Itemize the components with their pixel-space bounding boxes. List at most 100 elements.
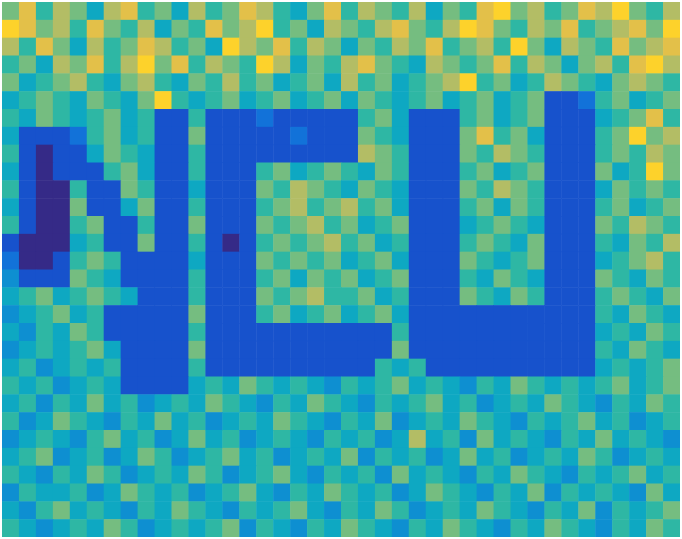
heatmap-cell: [121, 430, 138, 448]
heatmap-cell: [663, 56, 680, 74]
heatmap-cell: [121, 198, 138, 216]
heatmap-cell: [527, 109, 544, 127]
heatmap-cell: [172, 109, 189, 127]
heatmap-cell: [460, 323, 477, 341]
heatmap-cell: [256, 287, 273, 305]
heatmap-cell: [222, 359, 239, 377]
heatmap-cell: [256, 323, 273, 341]
heatmap-cell: [256, 163, 273, 181]
heatmap-cell: [70, 270, 87, 288]
heatmap-cell: [307, 305, 324, 323]
heatmap-cell: [307, 287, 324, 305]
heatmap-cell: [222, 252, 239, 270]
heatmap-cell: [443, 73, 460, 91]
heatmap-cell: [53, 519, 70, 537]
heatmap-cell: [561, 198, 578, 216]
heatmap-cell: [544, 430, 561, 448]
heatmap-cell: [629, 430, 646, 448]
heatmap-cell: [544, 109, 561, 127]
heatmap-cell: [663, 287, 680, 305]
heatmap-cell: [477, 127, 494, 145]
heatmap-cell: [392, 198, 409, 216]
heatmap-cell: [663, 234, 680, 252]
heatmap-cell: [612, 91, 629, 109]
heatmap-cell: [477, 484, 494, 502]
heatmap-cell: [53, 2, 70, 20]
heatmap-cell: [222, 412, 239, 430]
heatmap-cell: [358, 252, 375, 270]
heatmap-cell: [629, 56, 646, 74]
heatmap-cell: [544, 91, 561, 109]
heatmap-cell: [612, 448, 629, 466]
heatmap-cell: [426, 287, 443, 305]
heatmap-cell: [70, 56, 87, 74]
heatmap-cell: [443, 56, 460, 74]
heatmap-cell: [544, 163, 561, 181]
heatmap-cell: [239, 466, 256, 484]
heatmap-cell: [595, 305, 612, 323]
heatmap-cell: [358, 198, 375, 216]
heatmap-cell: [239, 501, 256, 519]
heatmap-cell: [663, 323, 680, 341]
heatmap-cell: [595, 412, 612, 430]
heatmap-cell: [477, 109, 494, 127]
heatmap-cell: [663, 2, 680, 20]
heatmap-cell: [511, 127, 528, 145]
heatmap-cell: [324, 127, 341, 145]
heatmap-cell: [646, 109, 663, 127]
heatmap-cell: [172, 430, 189, 448]
heatmap-cell: [341, 501, 358, 519]
heatmap-cell: [426, 270, 443, 288]
heatmap-cell: [527, 20, 544, 38]
heatmap-cell: [443, 501, 460, 519]
heatmap-cell: [561, 145, 578, 163]
heatmap-cell: [256, 466, 273, 484]
heatmap-cell: [155, 38, 172, 56]
heatmap-cell: [290, 501, 307, 519]
heatmap-cell: [527, 198, 544, 216]
heatmap-cell: [578, 341, 595, 359]
heatmap-cell: [477, 466, 494, 484]
heatmap-cell: [460, 448, 477, 466]
heatmap-cell: [53, 180, 70, 198]
heatmap-cell: [256, 270, 273, 288]
heatmap-cell: [443, 519, 460, 537]
heatmap-cell: [239, 412, 256, 430]
heatmap-cell: [511, 466, 528, 484]
heatmap-cell: [205, 180, 222, 198]
heatmap-cell: [2, 216, 19, 234]
heatmap-cell: [2, 252, 19, 270]
heatmap-cell: [36, 234, 53, 252]
heatmap-cell: [138, 412, 155, 430]
heatmap-cell: [155, 377, 172, 395]
heatmap-cell: [409, 234, 426, 252]
heatmap-cell: [324, 163, 341, 181]
heatmap-cell: [663, 270, 680, 288]
heatmap-cell: [341, 127, 358, 145]
heatmap-cell: [172, 73, 189, 91]
heatmap-cell: [324, 234, 341, 252]
heatmap-cell: [138, 430, 155, 448]
heatmap-cell: [121, 252, 138, 270]
heatmap-cell: [104, 270, 121, 288]
heatmap-cell: [239, 341, 256, 359]
heatmap-cell: [358, 377, 375, 395]
heatmap-cell: [663, 127, 680, 145]
heatmap-cell: [273, 2, 290, 20]
heatmap-cell: [273, 377, 290, 395]
heatmap-cell: [121, 234, 138, 252]
heatmap-cell: [544, 56, 561, 74]
heatmap-cell: [121, 180, 138, 198]
heatmap-cell: [121, 341, 138, 359]
heatmap-cell: [646, 127, 663, 145]
heatmap-cell: [188, 234, 205, 252]
heatmap-cell: [629, 198, 646, 216]
heatmap-cell: [239, 20, 256, 38]
heatmap-cell: [19, 466, 36, 484]
chart-root: [0, 0, 682, 539]
heatmap-cell: [36, 20, 53, 38]
heatmap-cell: [188, 216, 205, 234]
heatmap-cell: [663, 180, 680, 198]
heatmap-cell: [155, 305, 172, 323]
heatmap-cell: [663, 466, 680, 484]
